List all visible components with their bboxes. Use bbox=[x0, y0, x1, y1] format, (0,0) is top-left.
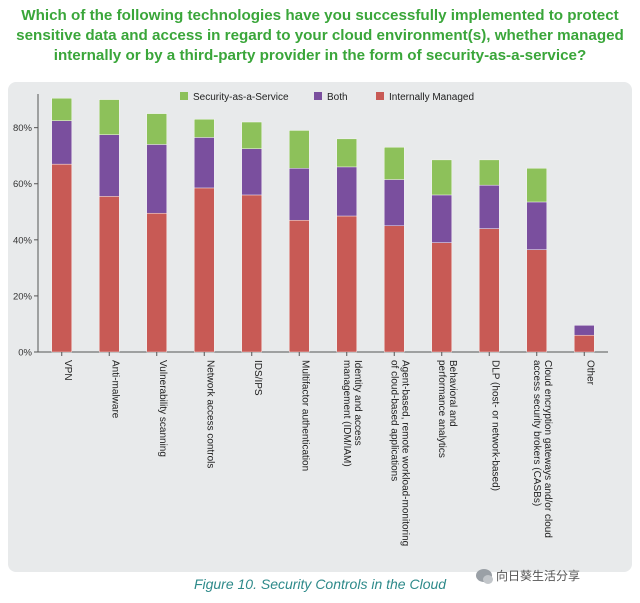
bar-segment bbox=[99, 99, 120, 135]
x-category-label: Other bbox=[584, 360, 595, 386]
bar-segment bbox=[431, 242, 452, 353]
bar-segment bbox=[526, 168, 547, 203]
x-category-label: Behavioral andperformance analytics bbox=[436, 360, 458, 458]
legend-swatch bbox=[314, 92, 322, 100]
bar-segment bbox=[289, 219, 310, 353]
bar-segment bbox=[146, 144, 167, 214]
bar-segment bbox=[384, 225, 405, 353]
x-category-label: Network access controls bbox=[204, 360, 215, 468]
y-tick-label: 60% bbox=[13, 179, 33, 190]
legend-swatch bbox=[376, 92, 384, 100]
bar-segment bbox=[289, 130, 310, 169]
figure-caption: Figure 10. Security Controls in the Clou… bbox=[193, 576, 447, 592]
bar-segment bbox=[241, 121, 262, 149]
y-tick-label: 80% bbox=[13, 123, 33, 134]
stacked-bar-chart: 0% 20% 40% 60% 80% VPN Anti-malware Vulnerabili… bbox=[13, 92, 608, 546]
bar-segment bbox=[526, 201, 547, 250]
watermark: 向日葵生活分享 bbox=[476, 563, 636, 587]
bar-segment bbox=[574, 325, 595, 336]
bar-segment bbox=[99, 196, 120, 353]
bar-segment bbox=[146, 212, 167, 353]
x-category-label: Identity and accessmanagement (IDM/IAM) bbox=[341, 360, 363, 467]
x-category-label: DLP (host- or network-based) bbox=[489, 360, 500, 491]
bar-segment bbox=[241, 194, 262, 353]
bar-segment bbox=[384, 147, 405, 180]
x-category-label: Anti-malware bbox=[109, 360, 120, 419]
x-category-label: Cloud encryption gateways and/or cloudac… bbox=[531, 360, 553, 538]
x-category-label: Agent-based, remote workload-monitoringo… bbox=[388, 360, 410, 546]
bar-segment bbox=[336, 138, 357, 168]
bar-segment bbox=[431, 194, 452, 243]
x-category-label: IDS/IPS bbox=[252, 360, 263, 396]
bar-segment bbox=[99, 134, 120, 197]
bar-segment bbox=[479, 184, 500, 229]
bar-segment bbox=[336, 166, 357, 217]
y-tick-label: 40% bbox=[13, 235, 33, 246]
legend-swatch bbox=[180, 92, 188, 100]
bar-segment bbox=[241, 148, 262, 196]
legend-label: Both bbox=[327, 92, 348, 103]
bar-segment bbox=[336, 215, 357, 353]
chart-question-heading: Which of the following technologies have… bbox=[16, 7, 624, 64]
bar-segment bbox=[431, 159, 452, 196]
x-category-label: Vulnerability scanning bbox=[157, 360, 168, 457]
bar-segment bbox=[51, 120, 72, 165]
chart-panel: 0% 20% 40% 60% 80% VPN Anti-malware Vulnerabili… bbox=[8, 82, 632, 572]
y-tick-label: 0% bbox=[18, 348, 32, 359]
x-category-label: VPN bbox=[62, 360, 73, 381]
bar-segment bbox=[194, 137, 215, 189]
bar-segment bbox=[289, 168, 310, 221]
bar-segment bbox=[51, 163, 72, 353]
bar-segment bbox=[51, 98, 72, 121]
legend-label: Internally Managed bbox=[389, 92, 474, 103]
x-category-label: Multifactor authentication bbox=[299, 360, 310, 471]
watermark-text: 向日葵生活分享 bbox=[496, 568, 581, 583]
y-tick-label: 20% bbox=[13, 291, 33, 302]
bar-segment bbox=[194, 119, 215, 138]
bar-segment bbox=[574, 334, 595, 353]
bar-segment bbox=[194, 187, 215, 353]
bar-segment bbox=[479, 159, 500, 186]
legend-label: Security-as-a-Service bbox=[193, 92, 289, 103]
bar-segment bbox=[526, 249, 547, 353]
bar-segment bbox=[479, 228, 500, 353]
bar-segment bbox=[146, 113, 167, 145]
bar-segment bbox=[384, 179, 405, 227]
wechat-logo-icon bbox=[476, 568, 493, 584]
